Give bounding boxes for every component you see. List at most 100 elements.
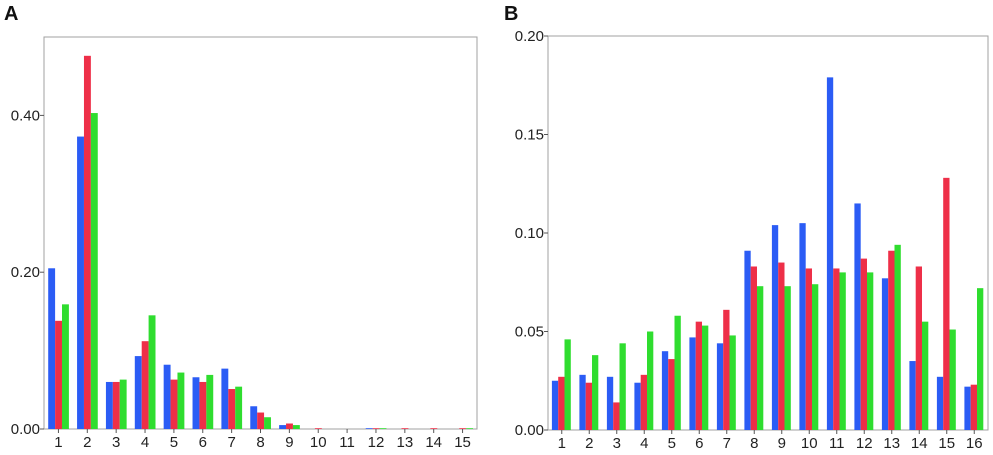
panel-a-bar-blue-2 — [77, 136, 84, 429]
panel-a-bar-green-1 — [62, 304, 69, 429]
panel-b-x-tick-label: 12 — [856, 435, 873, 452]
panel-a-x-tick-label: 15 — [454, 434, 471, 451]
panel-b-bar-green-10 — [812, 284, 819, 430]
panel-b-bar-green-13 — [894, 244, 901, 430]
panel-b-x-tick-label: 16 — [966, 435, 983, 452]
panel-a: A 0.000.200.40 1 2 3 4 5 6 7 8 9 10 11 12 13 14 15 — [4, 3, 478, 451]
panel-a-x-tick-label: 7 — [227, 434, 235, 451]
panel-b-x-tick-label: 11 — [829, 435, 845, 452]
panel-b-x-tick-label: 4 — [640, 435, 648, 452]
panel-b-bar-red-13 — [888, 250, 895, 430]
panel-a-bar-green-15 — [466, 428, 474, 429]
panel-a-x-tick-label: 4 — [141, 434, 149, 451]
panel-b-bar-blue-4 — [634, 382, 641, 430]
panel-b-bars — [551, 77, 984, 431]
panel-b-letter: B — [504, 3, 518, 25]
panel-b-bar-green-5 — [674, 315, 681, 430]
panel-b-bar-red-5 — [668, 359, 675, 430]
panel-a-bar-red-10 — [314, 428, 322, 429]
panel-b-bar-green-14 — [922, 321, 929, 430]
panel-b-bar-red-14 — [915, 266, 922, 430]
panel-b-bar-red-1 — [558, 376, 565, 430]
panel-a-y-tick-label: 0.00 — [11, 421, 40, 438]
panel-a-letter: A — [4, 3, 18, 25]
panel-b-y-axis: 0.00 0.05 0.10 0.15 0.20 — [515, 28, 548, 439]
panel-a-bar-green-2 — [90, 113, 98, 429]
panel-a-x-tick-label: 2 — [83, 434, 91, 451]
panel-b-x-tick-label: 2 — [585, 435, 593, 452]
panel-a-x-tick-label: 14 — [425, 434, 442, 451]
panel-b-bar-green-4 — [647, 331, 654, 430]
panel-a-bar-blue-6 — [192, 377, 200, 429]
panel-b-bar-blue-3 — [606, 376, 614, 430]
panel-a-x-tick-label: 8 — [256, 434, 264, 451]
panel-a-plot-frame — [43, 36, 478, 430]
panel-b-bar-red-2 — [585, 382, 592, 430]
panel-b-bar-green-15 — [949, 329, 956, 430]
panel-b-x-tick-label: 3 — [613, 435, 621, 452]
panel-a-bars — [48, 55, 474, 429]
panel-b-bar-blue-12 — [854, 203, 861, 430]
panel-a-bar-blue-9 — [279, 425, 287, 429]
panel-a-bar-green-7 — [235, 386, 243, 429]
panel-a-bar-red-1 — [55, 320, 62, 429]
panel-a-x-tick-label: 11 — [339, 434, 355, 451]
panel-a-y-tick-label: 0.40 — [11, 107, 40, 124]
panel-b-bar-red-12 — [860, 258, 867, 430]
panel-b-bar-red-11 — [833, 268, 840, 430]
panel-b-bar-green-16 — [977, 288, 984, 430]
panel-a-x-tick-label: 6 — [199, 434, 207, 451]
panel-b-x-tick-label: 1 — [558, 435, 566, 452]
panel-b-bar-blue-15 — [936, 376, 944, 430]
panel-a-bar-blue-12 — [365, 428, 373, 429]
panel-a-bar-red-5 — [170, 379, 178, 429]
panel-a-x-tick-label: 1 — [54, 434, 62, 451]
panel-a-bar-red-7 — [228, 389, 236, 429]
panel-b-bar-green-12 — [867, 272, 874, 430]
panel-a-bar-blue-4 — [134, 356, 142, 429]
panel-b-y-tick-label: 0.00 — [515, 422, 544, 439]
panel-a-bar-red-15 — [459, 428, 467, 429]
panel-b-bar-blue-7 — [716, 343, 724, 430]
panel-b-bar-red-3 — [613, 402, 620, 430]
panel-b-x-tick-label: 6 — [695, 435, 703, 452]
panel-a-bar-blue-1 — [48, 268, 56, 429]
panel-b-bar-red-6 — [695, 321, 702, 430]
panel-a-bar-red-9 — [286, 423, 293, 429]
panel-a-bar-green-4 — [148, 315, 156, 429]
panel-a-bar-green-8 — [264, 417, 271, 429]
panel-a-bar-green-9 — [292, 425, 300, 429]
panel-b-bar-green-1 — [564, 339, 571, 430]
panel-a-bar-blue-8 — [250, 406, 258, 429]
panel-b-bar-blue-11 — [826, 77, 834, 431]
panel-b-bar-red-4 — [640, 374, 647, 430]
panel-b-x-tick-label: 10 — [801, 435, 818, 452]
panel-b-bar-red-16 — [970, 384, 977, 430]
panel-b-bar-red-9 — [778, 262, 785, 430]
panel-b-x-tick-label: 14 — [911, 435, 928, 452]
panel-a-bar-red-4 — [141, 341, 149, 429]
panel-b-y-tick-label: 0.20 — [515, 28, 544, 45]
panel-a-x-axis: 1 2 3 4 5 6 7 8 9 10 11 12 13 14 15 — [54, 429, 471, 451]
panel-b-bar-blue-10 — [799, 223, 806, 430]
panel-a-x-tick-label: 12 — [368, 434, 385, 451]
panel-b-y-tick-label: 0.15 — [515, 127, 544, 144]
panel-b-bar-green-8 — [757, 286, 764, 430]
panel-b-bar-blue-13 — [881, 278, 889, 430]
panel-a-bar-red-3 — [112, 381, 120, 429]
panel-a-bar-red-13 — [401, 428, 409, 429]
panel-b-x-tick-label: 13 — [883, 435, 900, 452]
panel-b-bar-green-9 — [784, 286, 791, 430]
panel-b-bar-green-11 — [839, 272, 846, 430]
panel-a-x-tick-label: 5 — [170, 434, 178, 451]
panel-a-y-tick-label: 0.20 — [11, 264, 40, 281]
panel-a-x-tick-label: 13 — [396, 434, 413, 451]
panel-a-bar-blue-3 — [105, 381, 113, 429]
panel-a-bar-red-12 — [372, 428, 380, 429]
panel-a-bar-red-6 — [199, 381, 207, 429]
panel-b-x-tick-label: 9 — [778, 435, 786, 452]
panel-b-x-tick-label: 15 — [938, 435, 955, 452]
panel-b-bar-blue-1 — [551, 380, 559, 430]
panel-b-y-tick-label: 0.10 — [515, 225, 544, 242]
